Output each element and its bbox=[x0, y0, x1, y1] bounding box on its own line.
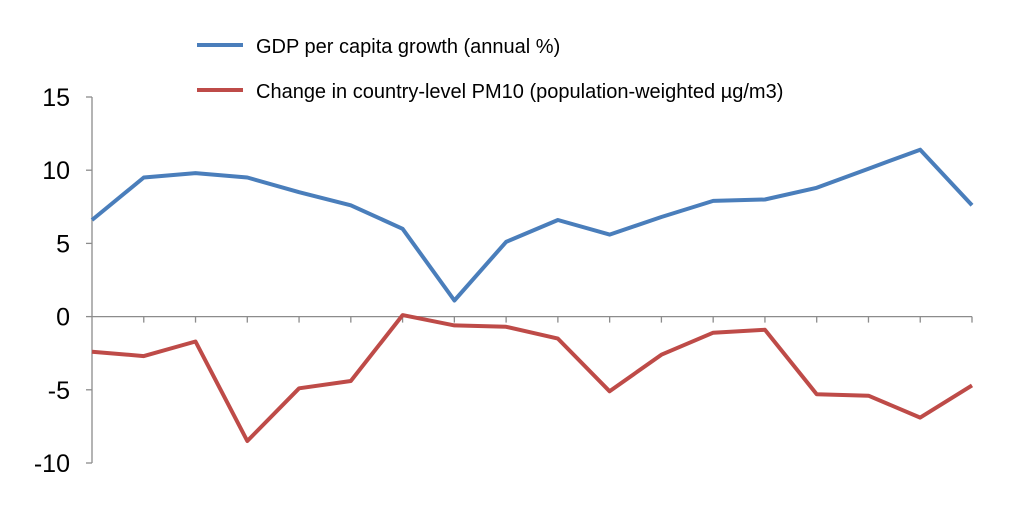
y-tick-label: 15 bbox=[42, 84, 70, 112]
series-group bbox=[90, 147, 974, 443]
y-tick-label: 0 bbox=[56, 304, 70, 332]
y-tick-label: -10 bbox=[34, 450, 70, 478]
axes: 15 10 5 0 -5 -10 bbox=[34, 84, 973, 478]
series-line-pm10 bbox=[91, 313, 974, 443]
y-tick-label: 10 bbox=[42, 157, 70, 185]
series-line-gdp bbox=[90, 147, 974, 303]
legend-label-pm10: Change in country-level PM10 (population… bbox=[256, 81, 783, 103]
y-tick-label: 5 bbox=[56, 230, 70, 258]
legend-label-gdp: GDP per capita growth (annual %) bbox=[256, 36, 560, 58]
legend: GDP per capita growth (annual %) Change … bbox=[197, 36, 783, 103]
legend-item-pm10: Change in country-level PM10 (population… bbox=[197, 81, 783, 103]
y-tick-label: -5 bbox=[48, 377, 70, 405]
legend-item-gdp: GDP per capita growth (annual %) bbox=[197, 36, 560, 58]
